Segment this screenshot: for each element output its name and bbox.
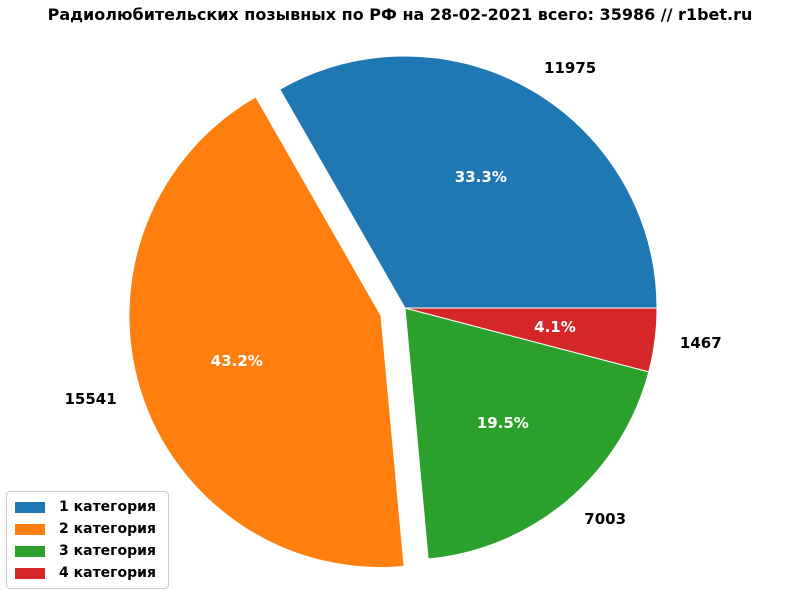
slice-value-label: 15541	[64, 390, 117, 409]
legend-swatch-category-1	[15, 501, 45, 513]
pie-slice-3	[404, 307, 650, 560]
legend-swatch-category-3	[15, 545, 45, 557]
legend-item: 3 категория	[7, 540, 168, 562]
slice-percent-label: 19.5%	[476, 414, 529, 433]
slice-value-label: 1467	[679, 334, 722, 353]
chart-title: Радиолюбительских позывных по РФ на 28-0…	[47, 5, 753, 24]
slice-percent-label: 43.2%	[210, 352, 263, 371]
legend-label: 2 категория	[59, 521, 156, 537]
pie-slice-1	[279, 55, 658, 309]
pie-slice-2	[128, 96, 405, 569]
legend-swatch-category-4	[15, 567, 45, 579]
slice-value-label: 7003	[584, 510, 627, 529]
slice-value-label: 11975	[544, 59, 597, 78]
legend-item: 4 категория	[7, 562, 168, 584]
legend-item: 1 категория	[7, 496, 168, 518]
legend-label: 3 категория	[59, 543, 156, 559]
legend-swatch-category-2	[15, 523, 45, 535]
legend-label: 1 категория	[59, 499, 156, 515]
legend: 1 категория 2 категория 3 категория 4 ка…	[6, 491, 169, 589]
legend-label: 4 категория	[59, 565, 156, 581]
legend-item: 2 категория	[7, 518, 168, 540]
slice-percent-label: 4.1%	[534, 318, 576, 337]
pie-slice-4	[404, 307, 658, 373]
slice-percent-label: 33.3%	[454, 168, 507, 187]
